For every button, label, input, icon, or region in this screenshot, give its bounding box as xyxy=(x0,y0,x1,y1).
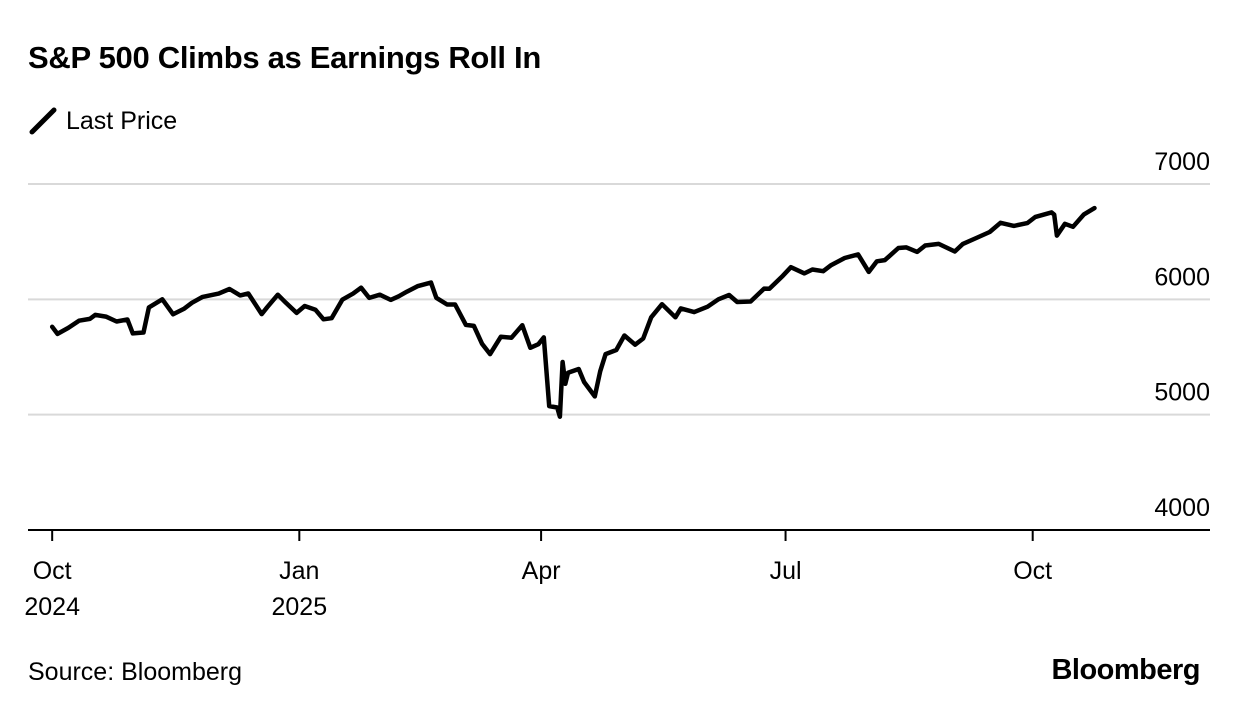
x-tick-label: Jan xyxy=(279,557,319,585)
y-tick-label: 6000 xyxy=(1154,263,1210,291)
y-tick-label: 4000 xyxy=(1154,494,1210,522)
legend: Last Price xyxy=(28,106,177,136)
bloomberg-logo: Bloomberg xyxy=(1051,654,1200,686)
x-tick-label: 2025 xyxy=(272,593,328,621)
line-swatch-icon xyxy=(29,107,57,135)
legend-label: Last Price xyxy=(66,106,178,135)
x-tick-label: Apr xyxy=(522,557,561,585)
y-tick-label: 5000 xyxy=(1154,379,1210,407)
x-tick-label: 2024 xyxy=(24,593,80,621)
x-tick-label: Oct xyxy=(33,557,72,585)
x-tick-label: Oct xyxy=(1013,557,1052,585)
y-tick-label: 7000 xyxy=(1154,148,1210,176)
x-tick-label: Jul xyxy=(770,557,802,585)
chart-title: S&P 500 Climbs as Earnings Roll In xyxy=(28,40,541,75)
series-line-last-price xyxy=(49,205,1097,419)
source-note: Source: Bloomberg xyxy=(28,658,243,686)
